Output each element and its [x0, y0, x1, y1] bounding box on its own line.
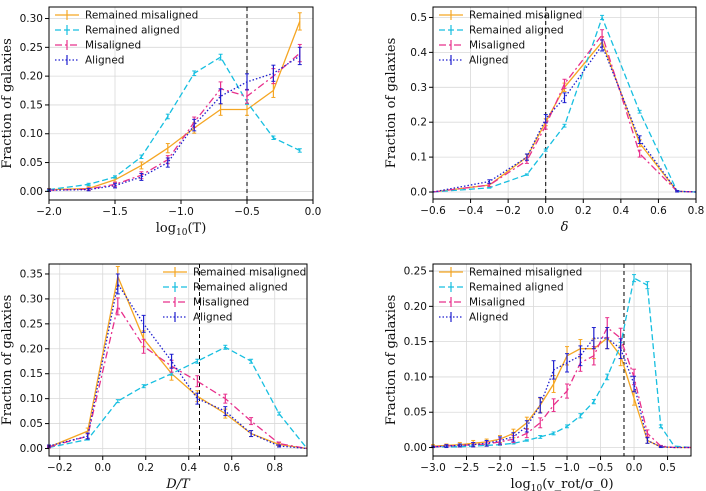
x-tick-label: 0.6 [650, 205, 667, 217]
legend-label: Aligned [469, 55, 508, 67]
y-tick-label: 0.1 [410, 152, 427, 164]
axes-frame [432, 6, 697, 200]
x-tick-label: −0.6 [420, 205, 446, 217]
y-axis-label: Fraction of galaxies [0, 38, 15, 169]
series-line-remained_aligned [48, 56, 301, 191]
legend-label: Aligned [469, 312, 508, 324]
legend-label: Aligned [85, 55, 124, 67]
x-tick-label: 0.8 [688, 205, 705, 217]
legend-label: Misaligned [469, 297, 525, 309]
series-line-remained_aligned [433, 277, 692, 449]
y-tick-label: 0.10 [404, 371, 427, 383]
y-tick-label: 0.00 [20, 186, 43, 198]
legend-label: Remained aligned [469, 282, 564, 294]
y-tick-label: 0.25 [20, 318, 43, 330]
x-tick-label: 0.0 [626, 462, 643, 474]
x-tick-label: 0.4 [613, 205, 630, 217]
y-tick-label: 0.20 [404, 301, 427, 313]
legend-label: Remained misaligned [469, 10, 582, 22]
x-tick-label: 0.5 [659, 462, 676, 474]
series-line-aligned [48, 282, 308, 450]
x-tick-label: −0.4 [458, 205, 484, 217]
x-tick-label: 0.8 [266, 462, 283, 474]
y-tick-label: 0.25 [404, 266, 427, 278]
x-tick-label: −2.0 [487, 462, 513, 474]
series-line-aligned [432, 337, 691, 449]
chart-panel-bottom-left: −0.2 0.0 0.2 0.4 0.6 0.8 0.00 0.05 0.10 0.15 0.20 0… [0, 263, 308, 491]
y-tick-label: 0.05 [20, 418, 43, 430]
series-line-remained_aligned [48, 346, 308, 449]
y-tick-label: 0.3 [410, 82, 427, 94]
series-line-remained_misaligned [432, 337, 691, 449]
legend-label: Remained aligned [193, 282, 288, 294]
axes-frame [48, 263, 308, 457]
x-axis-label: log10(T) [156, 221, 207, 238]
y-tick-label: 0.05 [20, 157, 43, 169]
x-tick-label: −1.5 [521, 462, 547, 474]
legend-label: Misaligned [469, 40, 525, 52]
y-tick-label: 0.5 [410, 12, 427, 24]
y-tick-label: 0.30 [20, 293, 43, 305]
x-tick-label: −1.0 [168, 206, 194, 218]
x-axis-label: D/T [165, 477, 191, 491]
x-tick-label: −2.0 [36, 206, 62, 218]
x-axis-label: log10(v_rot/σ_0) [510, 477, 613, 491]
y-tick-label: 0.30 [20, 13, 43, 25]
y-tick-label: 0.00 [404, 442, 427, 454]
y-tick-label: 0.2 [410, 117, 427, 129]
legend-label: Misaligned [85, 40, 141, 52]
y-tick-label: 0.15 [404, 336, 427, 348]
series-line-remained_misaligned [48, 21, 301, 191]
x-tick-label: −0.5 [234, 206, 260, 218]
y-axis-label: Fraction of galaxies [0, 295, 15, 426]
chart-panel-top-left: −2.0 −1.5 −1.0 −0.5 0.0 0.00 0.05 0.10 0.15 0.20 0… [0, 6, 322, 238]
y-tick-label: 0.20 [20, 71, 43, 83]
x-tick-label: −0.2 [47, 462, 73, 474]
x-tick-label: −3.0 [420, 462, 446, 474]
axes-frame [432, 263, 692, 457]
legend-label: Remained misaligned [469, 267, 582, 279]
x-tick-label: 0.0 [305, 206, 322, 218]
series-line-misaligned [48, 52, 301, 191]
chart-panel-bottom-right: −3.0 −2.5 −2.0 −1.5 −1.0 −0.5 0.0 0.5 0.00 0.05 0.… [384, 263, 692, 491]
y-tick-label: 0.25 [20, 42, 43, 54]
x-tick-label: −1.0 [554, 462, 580, 474]
x-tick-label: 0.0 [94, 462, 111, 474]
y-tick-label: 0.00 [20, 443, 43, 455]
legend-label: Aligned [193, 312, 232, 324]
y-axis-label: Fraction of galaxies [384, 38, 399, 169]
y-tick-label: 0.10 [20, 128, 43, 140]
series-line-aligned [48, 55, 301, 191]
y-tick-label: 0.20 [20, 343, 43, 355]
series-line-remained_misaligned [48, 274, 308, 450]
y-tick-label: 0.35 [20, 268, 43, 280]
y-tick-label: 0.05 [404, 407, 427, 419]
legend-label: Remained aligned [469, 25, 564, 37]
x-tick-label: −0.2 [495, 205, 521, 217]
y-tick-label: 0.15 [20, 368, 43, 380]
y-tick-label: 0.10 [20, 393, 43, 405]
x-tick-label: 0.4 [180, 462, 197, 474]
series-line-misaligned [432, 33, 697, 193]
legend-label: Remained misaligned [85, 10, 198, 22]
x-tick-label: 0.2 [575, 205, 592, 217]
legend-label: Misaligned [193, 297, 249, 309]
chart-panel-top-right: −0.6 −0.4 −0.2 0.0 0.2 0.4 0.6 0.8 0.0 0.1 0.2 0.3 0… [384, 6, 705, 235]
x-axis-label: δ [561, 220, 569, 235]
x-tick-label: −0.5 [588, 462, 614, 474]
x-tick-label: −2.5 [454, 462, 480, 474]
legend-label: Remained misaligned [193, 267, 306, 279]
x-tick-label: −1.5 [102, 206, 128, 218]
y-tick-label: 0.0 [410, 187, 427, 199]
y-tick-label: 0.4 [410, 47, 427, 59]
legend-label: Remained aligned [85, 25, 180, 37]
y-axis-label: Fraction of galaxies [384, 295, 399, 426]
x-tick-label: 0.6 [223, 462, 240, 474]
y-tick-label: 0.15 [20, 99, 43, 111]
x-tick-label: 0.2 [137, 462, 154, 474]
series-line-misaligned [48, 304, 308, 450]
x-tick-label: 0.0 [537, 205, 554, 217]
